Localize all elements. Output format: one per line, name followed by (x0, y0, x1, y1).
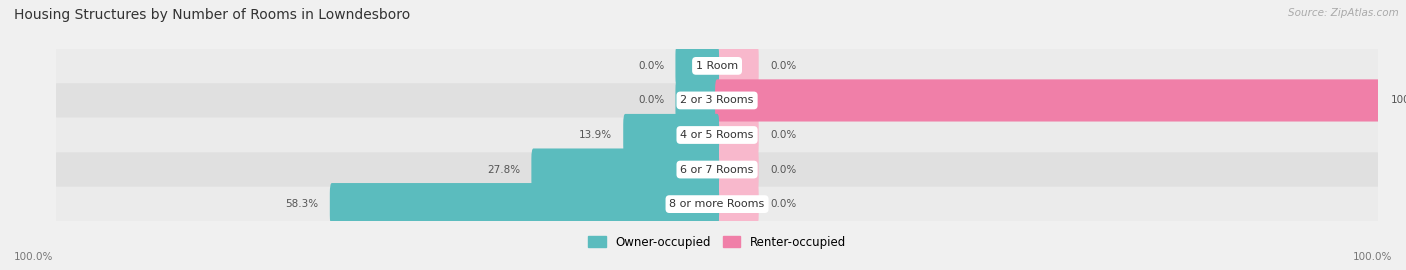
Text: 13.9%: 13.9% (579, 130, 612, 140)
Text: 0.0%: 0.0% (770, 199, 796, 209)
Text: 2 or 3 Rooms: 2 or 3 Rooms (681, 95, 754, 106)
FancyBboxPatch shape (330, 183, 718, 225)
Text: 4 or 5 Rooms: 4 or 5 Rooms (681, 130, 754, 140)
FancyBboxPatch shape (623, 114, 718, 156)
FancyBboxPatch shape (716, 79, 759, 122)
FancyBboxPatch shape (56, 49, 1378, 83)
Text: 0.0%: 0.0% (770, 130, 796, 140)
FancyBboxPatch shape (675, 79, 718, 122)
FancyBboxPatch shape (56, 187, 1378, 221)
FancyBboxPatch shape (716, 148, 759, 191)
FancyBboxPatch shape (56, 118, 1378, 152)
Text: 58.3%: 58.3% (285, 199, 319, 209)
FancyBboxPatch shape (675, 183, 718, 225)
Legend: Owner-occupied, Renter-occupied: Owner-occupied, Renter-occupied (583, 231, 851, 254)
FancyBboxPatch shape (56, 152, 1378, 187)
Text: 100.0%: 100.0% (1391, 95, 1406, 106)
FancyBboxPatch shape (675, 148, 718, 191)
FancyBboxPatch shape (716, 114, 759, 156)
Text: 0.0%: 0.0% (638, 95, 664, 106)
Text: 27.8%: 27.8% (486, 164, 520, 175)
FancyBboxPatch shape (716, 183, 759, 225)
Text: Source: ZipAtlas.com: Source: ZipAtlas.com (1288, 8, 1399, 18)
Text: 0.0%: 0.0% (638, 61, 664, 71)
Text: 0.0%: 0.0% (770, 61, 796, 71)
FancyBboxPatch shape (675, 114, 718, 156)
FancyBboxPatch shape (531, 148, 718, 191)
FancyBboxPatch shape (675, 45, 718, 87)
Text: Housing Structures by Number of Rooms in Lowndesboro: Housing Structures by Number of Rooms in… (14, 8, 411, 22)
FancyBboxPatch shape (716, 79, 1379, 122)
Text: 0.0%: 0.0% (770, 164, 796, 175)
Text: 1 Room: 1 Room (696, 61, 738, 71)
Text: 100.0%: 100.0% (14, 252, 53, 262)
FancyBboxPatch shape (56, 83, 1378, 118)
FancyBboxPatch shape (716, 45, 759, 87)
Text: 8 or more Rooms: 8 or more Rooms (669, 199, 765, 209)
Text: 100.0%: 100.0% (1353, 252, 1392, 262)
Text: 6 or 7 Rooms: 6 or 7 Rooms (681, 164, 754, 175)
